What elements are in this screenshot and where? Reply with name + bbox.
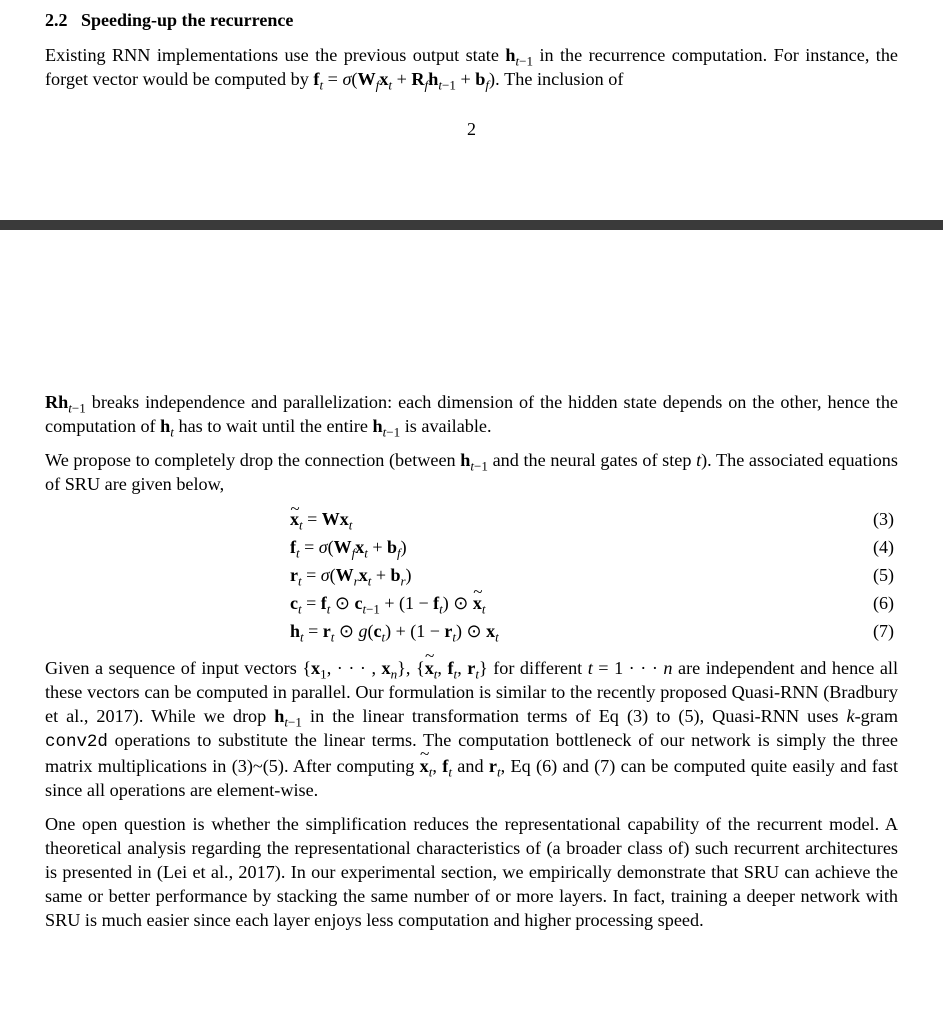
- eq4-body: ft = σ(Wfxt + bf): [290, 534, 848, 562]
- paragraph-rh: Rht−1 breaks independence and paralleliz…: [45, 390, 898, 438]
- bottom-page-fragment: Rht−1 breaks independence and paralleliz…: [0, 380, 943, 952]
- eq5-number: (5): [848, 562, 898, 590]
- page-number: 2: [45, 119, 898, 140]
- eq3-body: ~xt = Wxt: [290, 506, 848, 534]
- paragraph-propose: We propose to completely drop the connec…: [45, 448, 898, 496]
- equation-5: rt = σ(Wrxt + br) (5): [45, 562, 898, 590]
- page-break-divider: [0, 220, 943, 230]
- equation-4: ft = σ(Wfxt + bf) (4): [45, 534, 898, 562]
- paragraph-given: Given a sequence of input vectors {x1, ·…: [45, 656, 898, 802]
- paragraph-open-question: One open question is whether the simplif…: [45, 812, 898, 932]
- top-page-fragment: 2.2 Speeding-up the recurrence Existing …: [0, 0, 943, 178]
- eq6-number: (6): [848, 590, 898, 618]
- equation-6: ct = ft ⊙ ct−1 + (1 − ft) ⊙ ~xt (6): [45, 590, 898, 618]
- eq6-body: ct = ft ⊙ ct−1 + (1 − ft) ⊙ ~xt: [290, 590, 848, 618]
- eq3-number: (3): [848, 506, 898, 534]
- equation-block: ~xt = Wxt (3) ft = σ(Wfxt + bf) (4) rt =…: [45, 506, 898, 645]
- equation-3: ~xt = Wxt (3): [45, 506, 898, 534]
- eq7-body: ht = rt ⊙ g(ct) + (1 − rt) ⊙ xt: [290, 618, 848, 646]
- section-title: Speeding-up the recurrence: [81, 10, 293, 30]
- equation-7: ht = rt ⊙ g(ct) + (1 − rt) ⊙ xt (7): [45, 618, 898, 646]
- eq5-body: rt = σ(Wrxt + br): [290, 562, 848, 590]
- eq4-number: (4): [848, 534, 898, 562]
- eq7-number: (7): [848, 618, 898, 646]
- paragraph-intro: Existing RNN implementations use the pre…: [45, 43, 898, 91]
- section-heading: 2.2 Speeding-up the recurrence: [45, 10, 898, 31]
- section-number: 2.2: [45, 10, 68, 30]
